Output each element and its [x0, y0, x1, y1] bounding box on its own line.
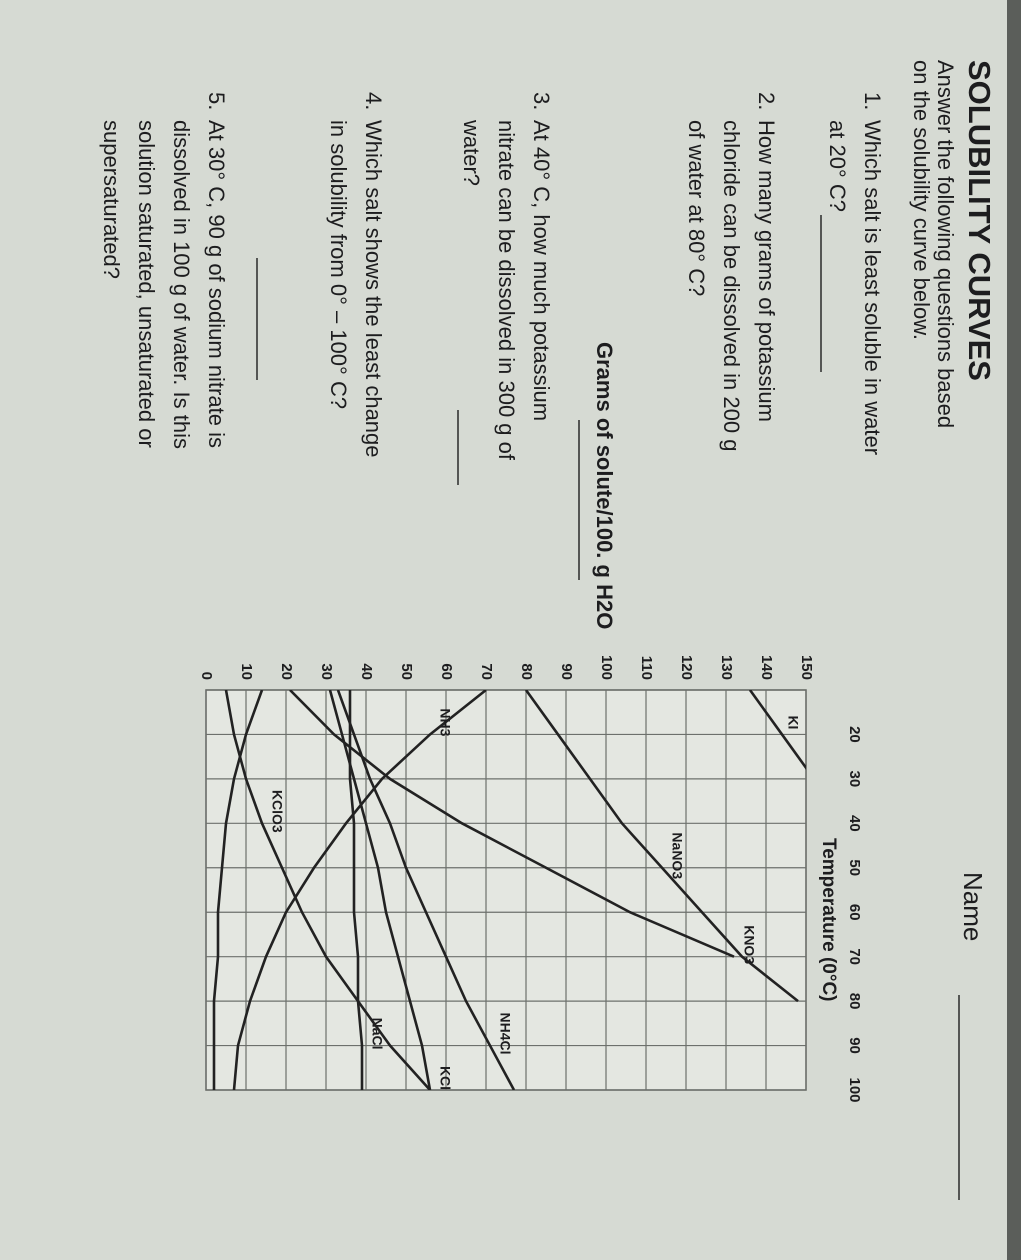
y-tick-label: 150 — [798, 655, 815, 680]
y-tick-label: 90 — [558, 663, 575, 680]
solubility-curve — [524, 690, 799, 1003]
question-text: water? — [459, 119, 484, 186]
question-number: 4. — [361, 92, 386, 110]
solubility-chart: 0 10 20 30 40 50 60 70 80 90 100 110 120 130 140 150 20 3… — [198, 342, 863, 1103]
solubility-curve — [348, 690, 364, 1090]
curve-label: NaCl — [369, 1018, 385, 1050]
question-text: At 40° C, how much potassium — [529, 120, 554, 421]
y-axis-title: Grams of solute/100. g H2O — [592, 342, 617, 629]
question-text: of water at 80° C? — [684, 120, 709, 296]
solubility-curve — [748, 690, 806, 780]
y-tick-label: 80 — [518, 663, 535, 680]
instruction: on the solubility curve below. — [909, 60, 934, 340]
y-tick-label: 40 — [358, 663, 375, 680]
x-tick-label: 80 — [846, 993, 863, 1010]
y-tick-label: 120 — [678, 655, 695, 680]
x-tick-label: 70 — [846, 948, 863, 965]
curve-label: KNO3 — [741, 925, 757, 964]
title: SOLUBILITY CURVES — [962, 60, 997, 381]
x-tick-label: 100 — [846, 1077, 863, 1102]
page-edge — [1007, 0, 1021, 1260]
y-tick-label: 110 — [638, 656, 655, 680]
instruction: Answer the following questions based — [933, 60, 958, 428]
y-tick-label: 140 — [758, 655, 775, 680]
curve-label: KI — [785, 715, 801, 729]
x-tick-label: 20 — [846, 726, 863, 743]
y-tick-label: 70 — [478, 663, 495, 680]
curve-label: KClO3 — [269, 790, 285, 833]
question-number: 5. — [204, 92, 229, 110]
y-tick-label: 0 — [198, 672, 215, 680]
curve-label: NH4Cl — [497, 1013, 513, 1055]
y-tick-label: 60 — [438, 663, 455, 680]
solubility-curve — [336, 690, 516, 1090]
name-label: Name — [958, 872, 988, 941]
y-tick-label: 10 — [238, 663, 255, 680]
curve-label: NH3 — [437, 708, 453, 736]
question-number: 2. — [754, 92, 779, 110]
question-text: at 20° C? — [825, 120, 850, 212]
question-text: How many grams of potassium — [754, 120, 779, 422]
solubility-curve — [289, 690, 735, 958]
question-text: chloride can be dissolved in 200 g — [719, 120, 744, 451]
solubility-curve — [328, 690, 432, 1090]
question-number: 3. — [529, 92, 554, 110]
curve-label: NaNO3 — [669, 832, 685, 879]
question-text: in solubility from 0° – 100° C? — [326, 120, 351, 409]
y-tick-label: 30 — [318, 663, 335, 680]
x-axis-title: Temperature (0°C) — [818, 838, 839, 1002]
y-tick-label: 100 — [598, 655, 615, 680]
solubility-curve — [232, 690, 487, 1090]
question-text: supersaturated? — [99, 120, 124, 279]
y-tick-label: 20 — [278, 663, 295, 680]
x-tick-label: 30 — [846, 771, 863, 788]
x-tick-label: 90 — [846, 1037, 863, 1054]
question-text: Which salt is least soluble in water — [860, 120, 885, 455]
x-tick-label: 50 — [846, 859, 863, 876]
question-text: At 30° C, 90 g of sodium nitrate is — [204, 120, 229, 448]
y-tick-label: 50 — [398, 663, 415, 680]
question-text: solution saturated, unsaturated or — [134, 120, 159, 448]
y-tick-label: 130 — [718, 655, 735, 680]
question-text: Which salt shows the least change — [361, 120, 386, 458]
question-number: 1. — [860, 92, 885, 110]
question-text: dissolved in 100 g of water. Is this — [169, 120, 194, 449]
question-text: nitrate can be dissolved in 300 g of — [494, 120, 519, 461]
x-tick-label: 40 — [846, 815, 863, 832]
curve-label: KCl — [437, 1066, 453, 1090]
x-tick-label: 60 — [846, 904, 863, 921]
solubility-curve — [212, 690, 264, 1090]
